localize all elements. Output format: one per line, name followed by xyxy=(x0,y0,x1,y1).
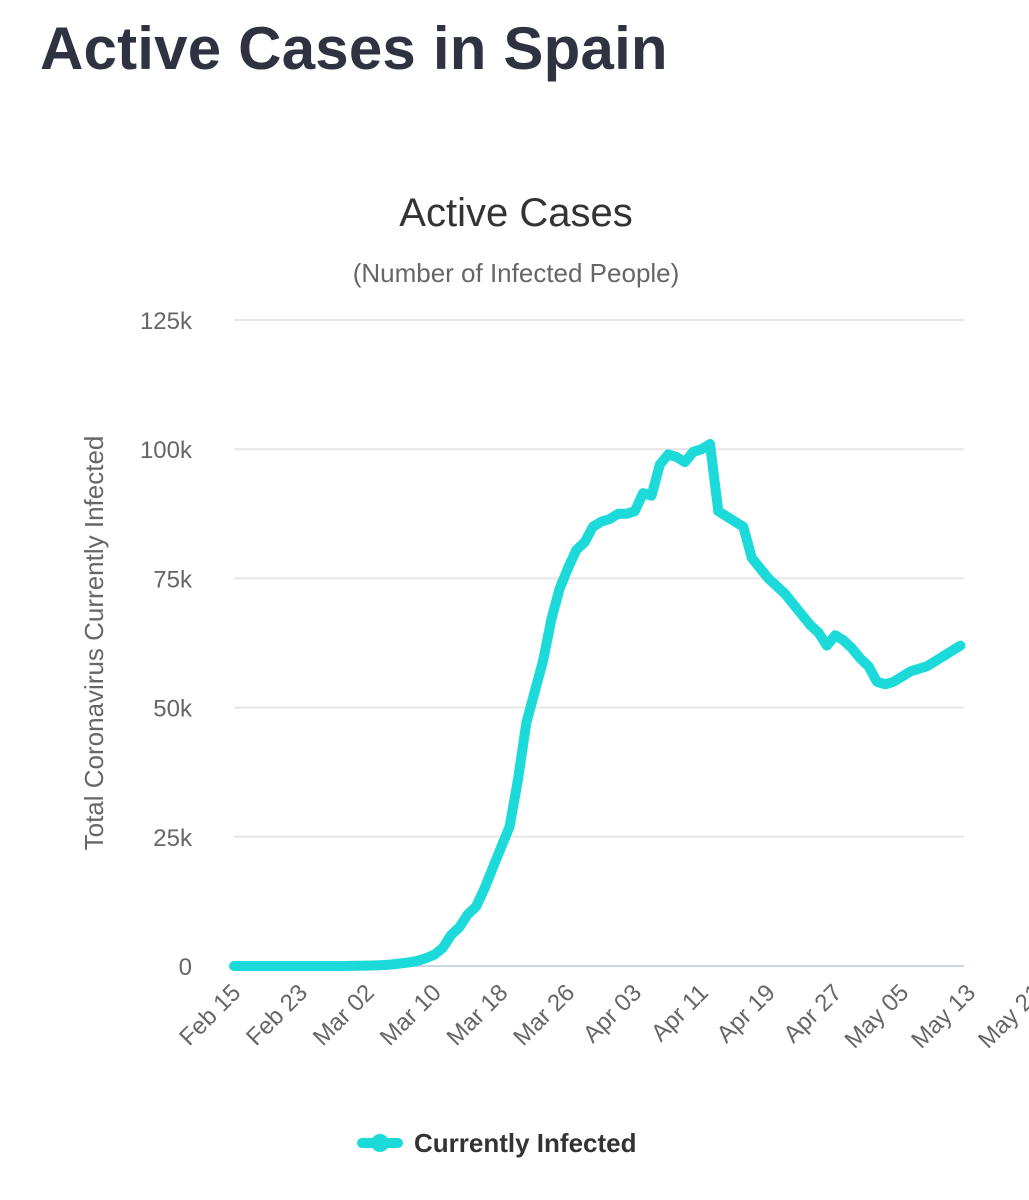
y-tick-label: 100k xyxy=(140,437,193,464)
legend[interactable]: Currently Infected xyxy=(357,1128,637,1158)
x-tick-label: May 13 xyxy=(906,979,981,1054)
y-tick-label: 125k xyxy=(140,308,193,335)
legend-marker-icon xyxy=(371,1134,389,1152)
x-tick-label: Mar 10 xyxy=(375,979,447,1051)
y-axis-label: Total Coronavirus Currently Infected xyxy=(79,436,109,851)
y-tick-label: 25k xyxy=(153,825,193,852)
series-line-currently-infected xyxy=(229,439,966,971)
x-tick-label: Feb 23 xyxy=(241,979,313,1051)
x-tick-label: May 05 xyxy=(839,979,914,1054)
x-tick-label: Mar 02 xyxy=(308,979,380,1051)
series-group xyxy=(229,439,966,971)
x-tick-label: Apr 11 xyxy=(646,979,714,1047)
y-tick-label: 0 xyxy=(179,954,192,981)
x-tick-label: Feb 15 xyxy=(174,979,246,1051)
legend-label: Currently Infected xyxy=(414,1128,637,1158)
chart-title: Active Cases xyxy=(399,191,632,235)
y-tick-label: 75k xyxy=(153,566,193,593)
x-tick-label: Apr 03 xyxy=(578,979,647,1048)
x-tick-label: May 21 xyxy=(973,979,1029,1054)
y-axis-ticks: 0 25k 50k 75k 100k 125k xyxy=(140,308,193,981)
y-tick-label: 50k xyxy=(153,696,193,723)
x-tick-label: Mar 18 xyxy=(442,979,514,1051)
chart-subtitle: (Number of Infected People) xyxy=(353,258,680,288)
x-tick-label: Apr 27 xyxy=(778,979,847,1048)
gridlines xyxy=(234,319,964,967)
x-tick-label: Mar 26 xyxy=(508,979,580,1051)
x-tick-label: Apr 19 xyxy=(712,979,781,1048)
page-title: Active Cases in Spain xyxy=(40,15,668,82)
